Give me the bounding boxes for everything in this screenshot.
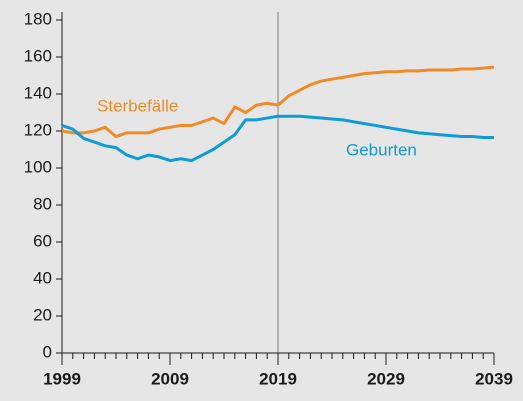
line-series — [61, 65, 495, 139]
x-tick-label: 2019 — [259, 369, 297, 388]
y-tick-label: 20 — [33, 305, 52, 324]
line-series — [61, 114, 494, 163]
y-tick-label: 120 — [24, 120, 52, 139]
y-tick-label: 40 — [33, 268, 52, 287]
y-tick-label: 60 — [33, 231, 52, 250]
y-tick-label: 160 — [24, 46, 52, 65]
y-tick-label: 0 — [43, 342, 52, 361]
series-label: Geburten — [346, 140, 417, 159]
x-tick-label: 2029 — [367, 369, 405, 388]
x-tick-label: 2009 — [151, 369, 189, 388]
y-tick-label: 100 — [24, 157, 52, 176]
y-tick-label: 180 — [24, 9, 52, 28]
x-tick-label: 1999 — [43, 369, 81, 388]
y-tick-label: 140 — [24, 83, 52, 102]
y-tick-label: 80 — [33, 194, 52, 213]
x-tick-label: 2039 — [475, 369, 513, 388]
series-label: Sterbefälle — [97, 96, 178, 115]
